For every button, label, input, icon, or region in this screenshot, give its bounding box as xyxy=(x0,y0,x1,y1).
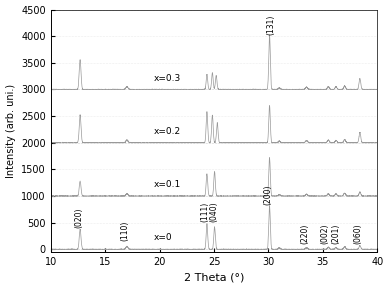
Text: (220): (220) xyxy=(300,224,309,244)
Text: x=0.3: x=0.3 xyxy=(154,73,181,83)
Text: (020): (020) xyxy=(74,207,83,228)
X-axis label: 2 Theta (°): 2 Theta (°) xyxy=(184,272,244,283)
Text: (200): (200) xyxy=(263,184,272,204)
Text: x=0.2: x=0.2 xyxy=(154,127,181,136)
Text: (110): (110) xyxy=(121,220,130,241)
Text: (111): (111) xyxy=(200,202,209,222)
Y-axis label: Intensity (arb. uni.): Intensity (arb. uni.) xyxy=(5,84,16,178)
Text: (201): (201) xyxy=(331,224,340,244)
Text: (002): (002) xyxy=(321,223,329,244)
Text: (040): (040) xyxy=(209,202,218,222)
Text: x=0: x=0 xyxy=(154,234,173,242)
Text: (060): (060) xyxy=(354,223,363,244)
Text: x=0.1: x=0.1 xyxy=(154,180,181,189)
Text: (131): (131) xyxy=(266,15,275,35)
